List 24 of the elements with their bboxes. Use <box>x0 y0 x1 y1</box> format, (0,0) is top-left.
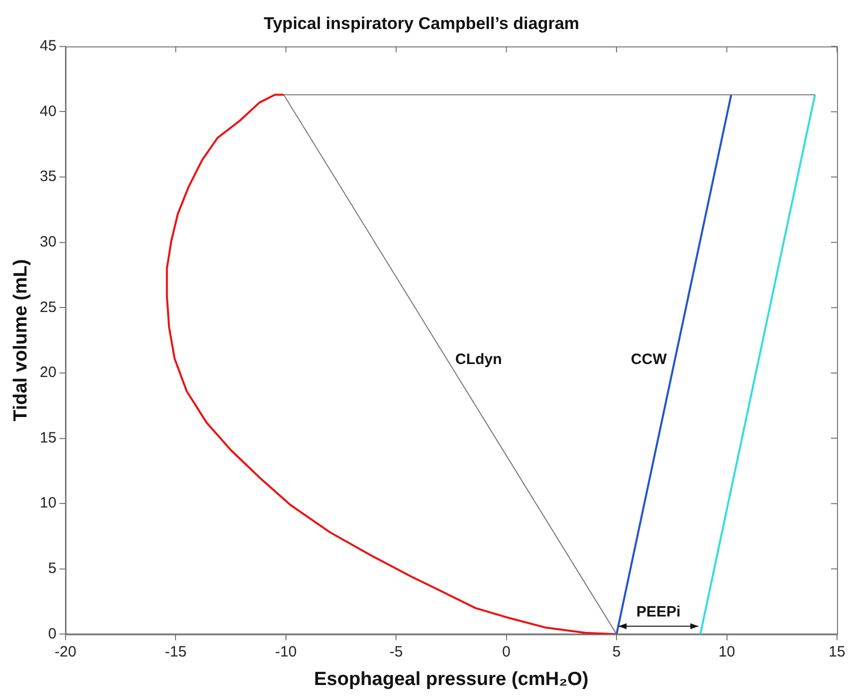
x-tick-label: 10 <box>718 643 736 660</box>
y-tick-label: 10 <box>40 494 56 512</box>
y-tick-label: 0 <box>48 625 56 642</box>
y-axis-title: Tidal volume (mL) <box>10 259 32 422</box>
chart-title: Typical inspiratory Campbell’s diagram <box>264 14 580 33</box>
y-tick-label: 20 <box>40 364 56 382</box>
y-tick-label: 45 <box>40 38 56 55</box>
x-tick-label: 5 <box>612 643 621 660</box>
annotation: CLdyn <box>455 351 502 368</box>
x-tick-label: 15 <box>828 643 846 660</box>
y-tick-label: 25 <box>40 298 56 316</box>
y-tick-label: 35 <box>40 168 56 186</box>
annotation: PEEPi <box>636 603 681 620</box>
y-tick-label: 15 <box>40 429 56 446</box>
y-tick-label: 40 <box>40 102 56 120</box>
x-tick-label: -15 <box>164 643 187 660</box>
x-tick-label: 0 <box>502 643 511 660</box>
x-axis-title: Esophageal pressure (cmH₂O) <box>314 668 589 690</box>
x-tick-label: -20 <box>54 643 76 660</box>
x-tick-label: -5 <box>389 643 403 660</box>
annotation: CCW <box>630 351 668 368</box>
y-tick-label: 30 <box>40 233 56 250</box>
x-tick-label: -10 <box>275 643 297 660</box>
y-tick-label: 5 <box>48 560 56 578</box>
